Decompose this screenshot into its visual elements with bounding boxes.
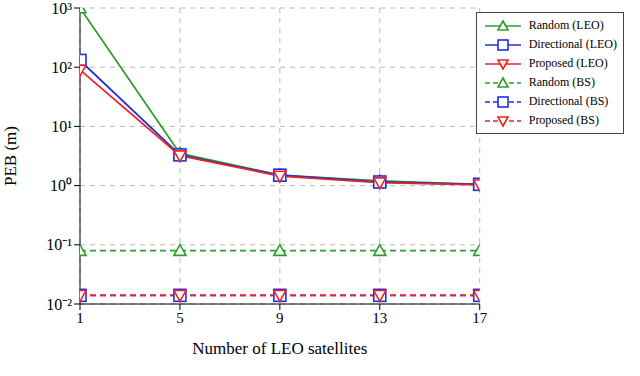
html-text:Proposed (LEO): Proposed (LEO) (528, 56, 608, 70)
svg-text:5: 5 (176, 310, 184, 326)
svg-text:9: 9 (276, 310, 284, 326)
svg-text:10³: 10³ (51, 0, 72, 17)
svg-text:10⁻¹: 10⁻¹ (46, 236, 72, 253)
html-text:Random (BS): Random (BS) (528, 75, 595, 89)
svg-text:PEB (m): PEB (m) (8, 126, 20, 186)
svg-text:10⁻²: 10⁻² (46, 296, 72, 313)
svg-text:10²: 10² (51, 59, 72, 76)
svg-text:10⁰: 10⁰ (50, 177, 72, 194)
svg-text:17: 17 (472, 310, 488, 326)
svg-text:Number of LEO satellites: Number of LEO satellites (192, 339, 367, 358)
svg-text:13: 13 (372, 310, 387, 326)
svg-text:10¹: 10¹ (51, 118, 72, 135)
html-text:Proposed (BS): Proposed (BS) (528, 113, 599, 127)
html-text:Directional (BS): Directional (BS) (528, 94, 609, 108)
html-text:Random (LEO): Random (LEO) (528, 18, 604, 32)
html-text:Directional (LEO): Directional (LEO) (528, 37, 617, 51)
svg-text:1: 1 (76, 310, 84, 326)
